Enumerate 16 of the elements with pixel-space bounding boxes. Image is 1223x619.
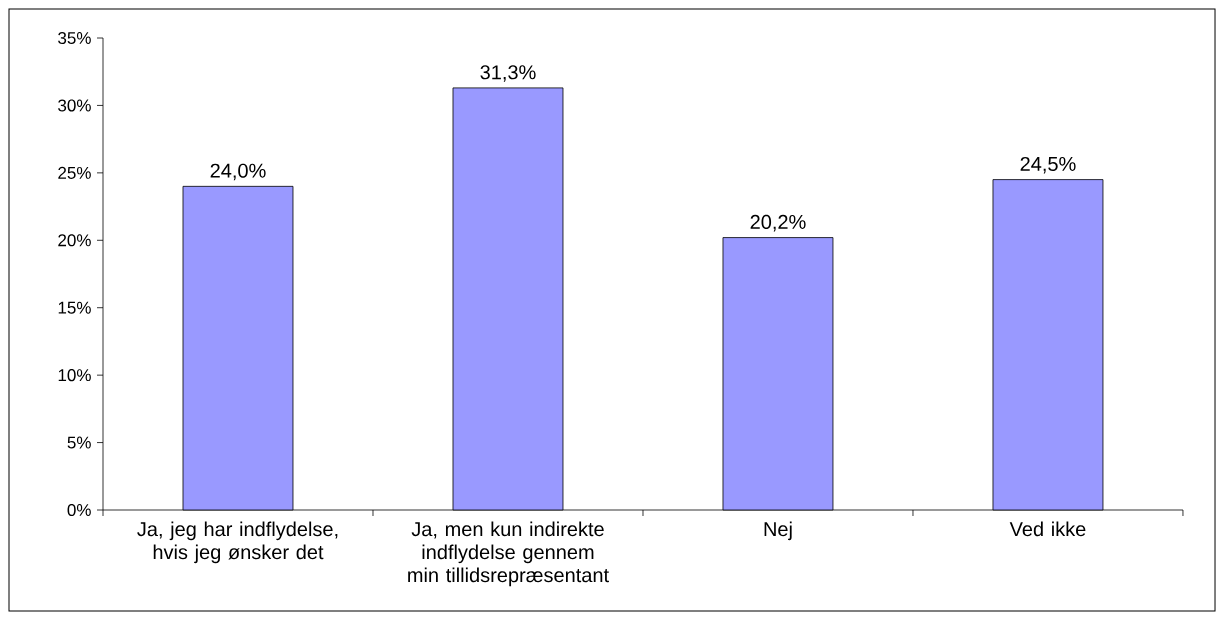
x-tick-label: Nej: [764, 521, 792, 541]
x-tick-label: Ja, jeg har indflydelse, hvis jeg ønsker det: [137, 521, 338, 564]
x-tick-label: Ja, men kun indirekte indflydelse gennem min tillidsrepræsentant: [408, 521, 609, 587]
y-tick-label: 35%: [58, 31, 91, 45]
y-tick-label: 15%: [58, 301, 91, 314]
y-tick-label: 10%: [58, 369, 91, 382]
x-tick-label: Ved ikke: [1009, 521, 1086, 537]
data-label: 20,2%: [750, 214, 806, 232]
y-tick-label: 20%: [58, 234, 91, 247]
y-tick-label: 25%: [58, 166, 91, 179]
data-label: 24,0%: [210, 163, 266, 181]
y-tick-label: 5%: [67, 436, 91, 449]
y-tick-label: 30%: [58, 99, 91, 112]
data-label: 31,3%: [480, 65, 536, 82]
data-label: 24,5%: [1020, 156, 1076, 174]
y-tick-label: 0%: [67, 503, 91, 517]
